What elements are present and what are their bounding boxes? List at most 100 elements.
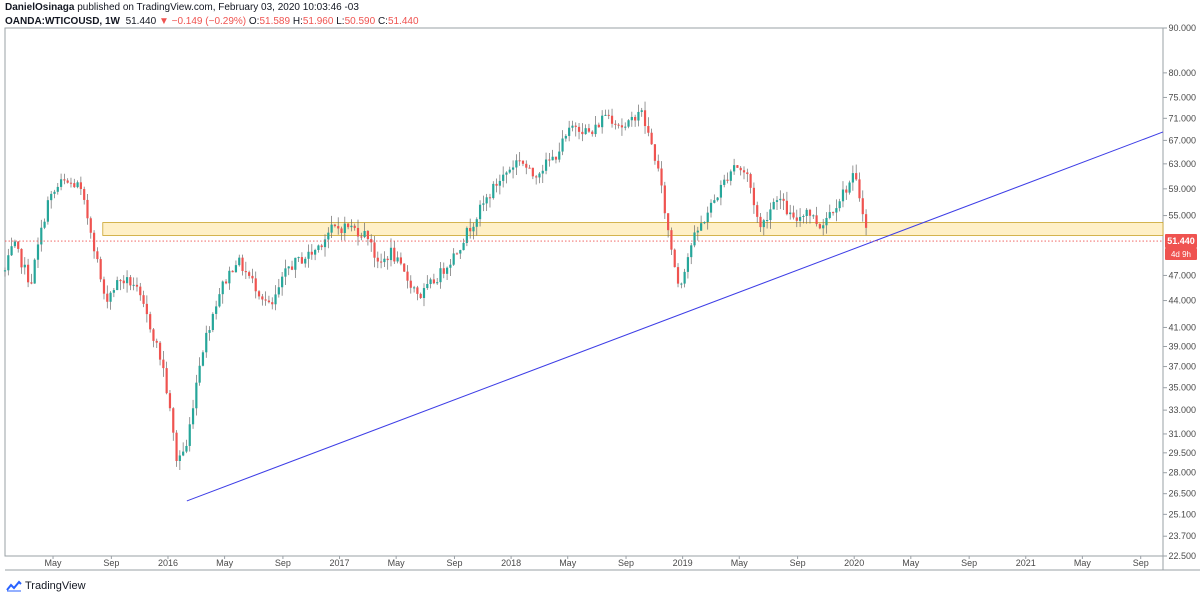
candle-body: [798, 216, 802, 221]
price-axis[interactable]: 90.000 80.000 75.000 71.000 67.000 63.000 59.0…: [1163, 23, 1196, 561]
candle-body: [858, 179, 861, 199]
candle: [634, 114, 637, 127]
candle: [584, 124, 587, 135]
candle: [145, 295, 148, 323]
candle-body: [244, 271, 247, 273]
x-tick-label: May: [45, 558, 63, 568]
candle-body: [657, 160, 660, 169]
candle: [23, 257, 26, 275]
x-tick-label: May: [1074, 558, 1092, 568]
brand-text: TradingView: [25, 580, 86, 592]
candle: [307, 244, 310, 268]
candle: [333, 223, 337, 228]
y-tick-label: 41.000: [1168, 322, 1196, 332]
x-tick-label: May: [216, 558, 234, 568]
candle: [478, 200, 482, 227]
candle-body: [211, 313, 214, 331]
candle-body: [30, 282, 33, 284]
candle-body: [693, 232, 696, 246]
candle-body: [327, 232, 330, 240]
candle: [69, 177, 73, 188]
candle-body: [604, 114, 607, 116]
countdown-badge-box: [1165, 248, 1197, 261]
candle-body: [558, 151, 561, 160]
candles: [3, 101, 868, 470]
y-tick-label: 44.000: [1168, 296, 1196, 306]
candle: [703, 221, 706, 225]
candle-body: [594, 124, 597, 135]
horizontal-zone[interactable]: [102, 222, 1164, 236]
candle-body: [591, 131, 594, 135]
candle: [528, 164, 531, 169]
candle: [152, 328, 155, 348]
candle: [812, 214, 815, 219]
candle: [798, 208, 802, 227]
candle: [640, 107, 643, 117]
candle: [792, 205, 795, 220]
candle-body: [403, 263, 406, 272]
candle-body: [218, 294, 221, 307]
price-badge-value: 51.440: [1167, 236, 1195, 246]
candle: [297, 256, 300, 263]
candle-body: [673, 249, 676, 268]
candle-body: [106, 293, 109, 302]
candle: [521, 160, 525, 167]
candle: [558, 142, 561, 163]
candle: [294, 257, 297, 278]
candle: [723, 174, 726, 188]
candle-body: [746, 172, 749, 175]
candle: [535, 174, 538, 185]
y-tick-label: 47.000: [1168, 270, 1196, 280]
candle: [851, 165, 854, 191]
candle-body: [69, 182, 73, 184]
candle-body: [419, 293, 422, 298]
candle-body: [782, 198, 785, 201]
candle-body: [343, 223, 346, 233]
candle-body: [320, 245, 323, 248]
candle: [109, 291, 112, 310]
candle-body: [251, 275, 254, 279]
candle: [455, 252, 459, 255]
candle: [26, 258, 30, 288]
candle: [495, 178, 498, 193]
author-name[interactable]: DanielOsinaga: [5, 2, 75, 13]
symbol-label[interactable]: OANDA:WTICOUSD, 1W: [5, 16, 120, 27]
candle-body: [696, 230, 699, 233]
candle-body: [851, 173, 854, 183]
candle: [449, 258, 452, 276]
candle: [135, 277, 139, 292]
candle-body: [102, 279, 106, 294]
time-axis[interactable]: May Sep 2016 May Sep 2017 May Sep 2018 May Sep 2019…: [45, 556, 1149, 568]
candle: [620, 118, 624, 136]
candle-body: [119, 280, 122, 282]
candle-body: [393, 247, 396, 262]
candle-body: [772, 201, 775, 210]
candle-body: [845, 189, 848, 193]
candle: [663, 181, 666, 220]
candle-body: [789, 212, 792, 215]
candle: [729, 169, 732, 186]
candle-body: [314, 249, 317, 255]
candle-body: [376, 257, 379, 262]
candle-body: [729, 171, 732, 181]
candle-body: [360, 236, 363, 238]
candle-body: [818, 224, 821, 229]
candle: [742, 166, 746, 180]
candle: [254, 271, 257, 299]
candle: [228, 266, 231, 290]
candle: [290, 260, 294, 271]
candle: [752, 182, 756, 214]
candle: [162, 350, 165, 377]
y-tick-label: 35.000: [1168, 383, 1196, 393]
drawings[interactable]: [5, 131, 1164, 502]
candle: [248, 270, 251, 279]
candle: [198, 357, 201, 386]
candle-body: [422, 288, 426, 298]
candle: [591, 130, 594, 137]
x-tick-label: 2016: [158, 558, 178, 568]
candle: [660, 161, 663, 194]
candle: [112, 287, 115, 298]
candle-body: [601, 115, 604, 128]
candle: [63, 173, 66, 185]
